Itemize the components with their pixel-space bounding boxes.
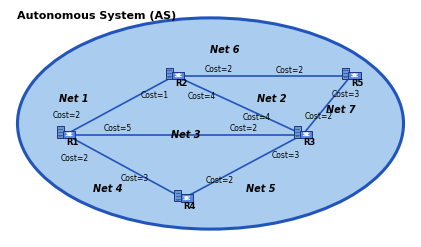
FancyBboxPatch shape: [172, 72, 184, 79]
Text: Net 6: Net 6: [210, 45, 240, 55]
Text: Net 1: Net 1: [59, 94, 89, 104]
Circle shape: [344, 77, 346, 78]
FancyBboxPatch shape: [300, 131, 312, 138]
Text: Net 7: Net 7: [326, 105, 355, 115]
Ellipse shape: [18, 18, 403, 229]
Text: Cost=2: Cost=2: [276, 66, 304, 75]
Text: Cost=2: Cost=2: [205, 65, 233, 74]
FancyBboxPatch shape: [63, 131, 75, 138]
Text: Cost=3: Cost=3: [331, 90, 360, 99]
Text: Net 5: Net 5: [246, 184, 276, 194]
FancyBboxPatch shape: [342, 67, 349, 79]
Text: R4: R4: [184, 202, 196, 211]
Text: Cost=3: Cost=3: [120, 174, 149, 183]
Text: Cost=5: Cost=5: [104, 124, 132, 133]
Text: Cost=3: Cost=3: [272, 151, 300, 160]
Circle shape: [168, 77, 171, 78]
Text: Autonomous System (AS): Autonomous System (AS): [18, 11, 177, 21]
FancyBboxPatch shape: [166, 67, 173, 79]
Text: Cost=2: Cost=2: [205, 176, 234, 185]
Text: R1: R1: [66, 138, 78, 147]
Text: Cost=2: Cost=2: [305, 112, 333, 121]
Text: Net 3: Net 3: [171, 130, 200, 140]
Text: Cost=1: Cost=1: [141, 91, 169, 101]
Text: Net 4: Net 4: [93, 184, 123, 194]
Circle shape: [59, 135, 61, 137]
Text: Cost=2: Cost=2: [61, 154, 89, 163]
Text: Cost=2: Cost=2: [230, 124, 258, 133]
Text: R3: R3: [303, 138, 315, 147]
Circle shape: [296, 135, 298, 137]
Text: R2: R2: [175, 79, 188, 88]
Text: Cost=4: Cost=4: [188, 92, 216, 101]
Text: Cost=2: Cost=2: [53, 111, 81, 120]
FancyBboxPatch shape: [294, 126, 301, 138]
FancyBboxPatch shape: [181, 194, 193, 202]
Text: R5: R5: [352, 79, 364, 88]
FancyBboxPatch shape: [348, 72, 361, 79]
FancyBboxPatch shape: [57, 126, 64, 138]
FancyBboxPatch shape: [174, 190, 181, 201]
Text: Cost=4: Cost=4: [242, 113, 271, 122]
Text: Net 2: Net 2: [256, 94, 286, 104]
Circle shape: [177, 199, 179, 201]
